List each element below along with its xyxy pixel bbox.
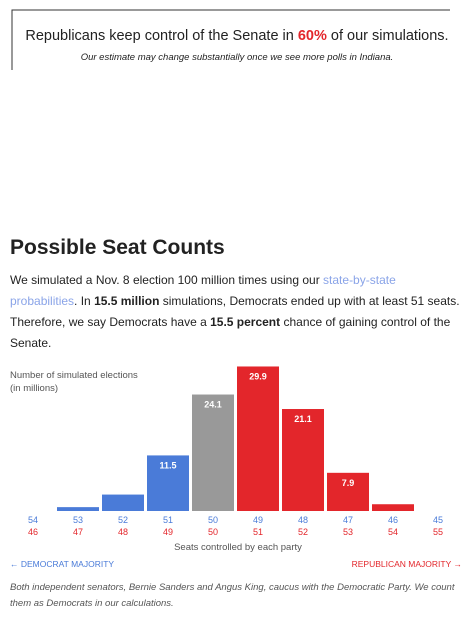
bar: [372, 504, 414, 511]
rep-seat-label: 55: [433, 527, 443, 537]
footnote: Both independent senators, Bernie Sander…: [10, 582, 455, 609]
dem-seat-label: 48: [298, 515, 308, 525]
rep-seat-label: 46: [28, 527, 38, 537]
data-label: 11.5: [159, 460, 176, 470]
text: We simulated a Nov. 8 election 100 milli…: [10, 273, 324, 287]
bar: [282, 409, 324, 511]
bar: [192, 394, 234, 511]
data-label: 29.9: [249, 371, 267, 381]
dem-seat-label: 46: [388, 515, 398, 525]
section-title: Possible Seat Counts: [10, 236, 225, 259]
rep-seat-label: 52: [298, 527, 308, 537]
data-label: 24.1: [204, 400, 222, 410]
bar: [57, 507, 99, 511]
headline-text: of our simulations.: [326, 28, 449, 44]
paragraph: We simulated a Nov. 8 election 100 milli…: [10, 270, 466, 354]
dem-seat-label: 52: [118, 515, 128, 525]
link[interactable]: state-by-state probabilities: [10, 273, 396, 308]
dem-seat-label: 49: [253, 515, 263, 525]
rep-seat-label: 54: [388, 527, 398, 537]
headline: Republicans keep control of the Senate i…: [12, 28, 462, 44]
rep-majority-note: REPUBLICAN MAJORITY →: [352, 559, 462, 569]
rep-seat-label: 47: [73, 527, 83, 537]
headline-highlight: 60%: [297, 28, 327, 44]
data-label: 7.9: [342, 478, 355, 488]
bar: [327, 472, 369, 511]
bold-text: 15.5 percent: [210, 315, 281, 329]
rep-seat-label: 51: [253, 527, 263, 537]
text: simulations, Democrats ended up with at …: [10, 294, 460, 329]
chart: Number of simulated elections (in million…: [10, 366, 462, 569]
y-axis-label-line: (in millions): [10, 383, 58, 394]
data-label: 21.1: [294, 414, 312, 424]
headline-note: Our estimate may change substantially on…: [80, 52, 394, 63]
y-axis-label-line: Number of simulated elections: [10, 370, 138, 381]
rep-seat-label: 53: [343, 527, 353, 537]
dem-seat-label: 53: [73, 515, 83, 525]
rep-seat-label: 48: [118, 527, 128, 537]
bold-text: 15.5 million: [94, 294, 160, 308]
dem-seat-label: 47: [343, 515, 353, 525]
rep-seat-label: 49: [163, 527, 173, 537]
headline-text: Republicans keep control of the Senate i…: [25, 28, 298, 44]
dem-majority-note: ← DEMOCRAT MAJORITY: [10, 559, 114, 569]
rep-seat-label: 50: [208, 527, 218, 537]
text: . In: [74, 294, 95, 308]
x-axis-label: Seats controlled by each party: [174, 542, 302, 553]
dem-seat-label: 54: [28, 515, 38, 525]
y-axis-label: Number of simulated elections (in million…: [10, 370, 138, 394]
text: chance of gaining control of the Senate.: [10, 315, 451, 350]
dem-seat-label: 50: [208, 515, 218, 525]
bar: [147, 455, 189, 511]
dem-seat-label: 45: [433, 515, 443, 525]
bar: [237, 366, 279, 511]
callout-box: [11, 9, 450, 70]
bar: [102, 494, 144, 511]
forecast-summary: 16%24%60%: [11, 9, 450, 70]
dem-seat-label: 51: [163, 515, 173, 525]
